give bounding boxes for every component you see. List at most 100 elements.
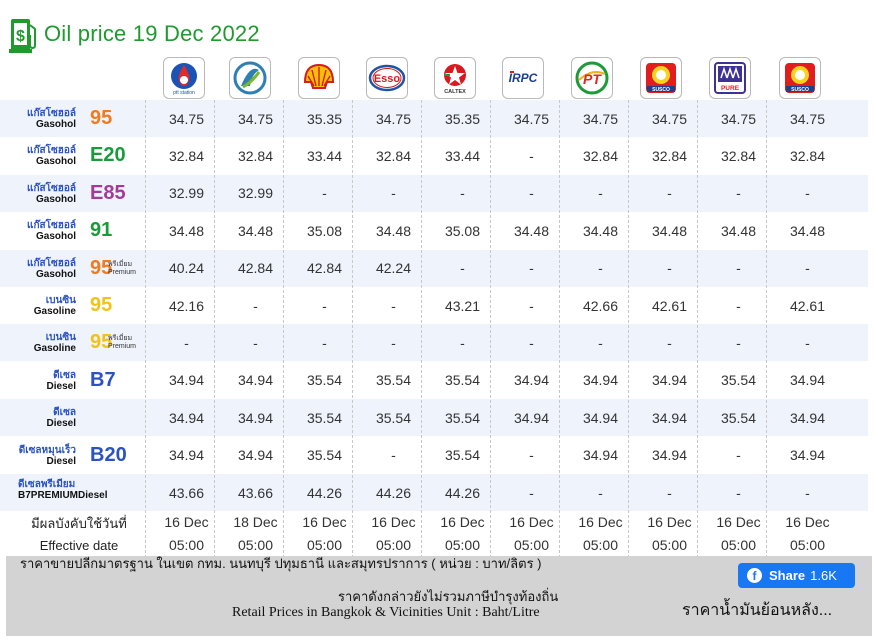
price-cell: - — [391, 447, 396, 464]
price-cell: 34.48 — [237, 222, 274, 239]
price-cell: - — [736, 484, 741, 501]
price-cell: 34.94 — [789, 447, 826, 464]
fuel-label: ดีเซลพรีเมียม B7PREMIUMDiesel — [0, 474, 145, 511]
price-cell: - — [322, 334, 327, 351]
price-cell: 35.54 — [306, 409, 343, 426]
price-cell: - — [667, 260, 672, 277]
price-cell: 34.94 — [168, 447, 205, 464]
effective-date-row: มีผลบังคับใช้วันที่ Effective date 16 De… — [0, 514, 868, 556]
price-cell: - — [460, 185, 465, 202]
fuel-name-th: ดีเซลหมุนเร็ว — [18, 444, 76, 456]
price-cell: 32.84 — [789, 147, 826, 164]
fuel-name-th: เบนซิน — [45, 332, 76, 344]
price-cell: 43.66 — [237, 484, 274, 501]
price-cell: 35.54 — [444, 372, 481, 389]
column-divider — [352, 100, 353, 568]
fuel-code: 95 — [90, 294, 113, 316]
price-cell: 34.48 — [582, 222, 619, 239]
svg-text:SUSCO: SUSCO — [791, 87, 809, 93]
fuel-row: เบนซิน Gasoline 95 42.16 - - - 43.21 - 42.66 42.61… — [0, 287, 868, 324]
price-cell: - — [736, 334, 741, 351]
price-cell: 42.61 — [651, 297, 688, 314]
price-cell: - — [805, 185, 810, 202]
price-cell: 34.94 — [651, 447, 688, 464]
price-cell: 32.84 — [720, 147, 757, 164]
price-cell: 32.84 — [168, 147, 205, 164]
price-cell: - — [391, 297, 396, 314]
price-cell: - — [598, 334, 603, 351]
fuel-code: E85 — [90, 181, 126, 204]
price-cell: - — [322, 297, 327, 314]
fuel-name-en: Diesel — [46, 455, 76, 467]
price-cell: 34.94 — [582, 372, 619, 389]
price-cell: 42.84 — [237, 260, 274, 277]
price-cell: 34.48 — [513, 222, 550, 239]
price-cell: 34.94 — [513, 409, 550, 426]
fuel-label: ดีเซล Diesel — [0, 399, 145, 436]
svg-text:Esso: Esso — [374, 73, 401, 85]
fuel-row: ดีเซล Diesel 34.94 34.94 35.54 35.54 35.54 34.9… — [0, 399, 868, 437]
column-divider — [421, 100, 422, 568]
price-cell: 34.94 — [513, 372, 550, 389]
effective-date-cell: 16 Dec — [509, 514, 554, 530]
fuel-name-en: Gasohol — [35, 231, 76, 243]
price-cell: 32.99 — [168, 185, 205, 202]
pt-logo: PT — [571, 57, 613, 99]
effective-time-cell: 05:00 — [582, 537, 619, 553]
price-cell: 34.75 — [513, 110, 550, 127]
price-cell: - — [322, 185, 327, 202]
price-cell: - — [253, 297, 258, 314]
fuel-name-th: แก๊สโซฮอล์ — [27, 257, 76, 269]
fuel-name-th: ดีเซล — [53, 369, 76, 381]
price-cell: 44.26 — [306, 484, 343, 501]
fuel-label: แก๊สโซฮอล์ Gasohol 95 — [0, 100, 145, 137]
price-cell: 44.26 — [375, 484, 412, 501]
price-cell: - — [598, 185, 603, 202]
fuel-code: 95 — [90, 107, 113, 129]
fuel-label: แก๊สโซฮอล์ Gasohol 91 — [0, 212, 145, 249]
column-divider — [490, 100, 491, 568]
price-cell: - — [667, 334, 672, 351]
share-label: Share — [769, 568, 806, 583]
fuel-name-th: เบนซิน — [45, 295, 76, 306]
svg-text:PURE: PURE — [721, 85, 740, 92]
price-cell: - — [736, 260, 741, 277]
fuel-code: B20 — [90, 443, 127, 466]
price-cell: 35.54 — [306, 372, 343, 389]
premium-tag: พรีเมี่ยม Premium — [108, 260, 137, 276]
share-count: 1.6K — [810, 568, 837, 583]
column-divider — [145, 100, 146, 568]
price-cell: 34.75 — [789, 110, 826, 127]
fuel-name-th: แก๊สโซฮอล์ — [27, 220, 76, 232]
price-cell: 32.84 — [582, 147, 619, 164]
fuel-name-th: ดีเซลพรีเมียม — [18, 479, 76, 490]
fuel-name-en: B7PREMIUMDiesel — [18, 490, 108, 501]
brand-logo-row: ptt station Esso — [0, 56, 868, 100]
column-divider — [559, 100, 560, 568]
fuel-label: แก๊สโซฮอล์ Gasohol E20 — [0, 137, 145, 174]
effective-time-cell: 05:00 — [306, 537, 343, 553]
price-cell: 34.94 — [168, 372, 205, 389]
price-cell: 43.21 — [444, 297, 481, 314]
svg-text:IRPC: IRPC — [509, 71, 538, 85]
effective-time-cell: 05:00 — [513, 537, 550, 553]
column-divider — [283, 100, 284, 568]
susco-logo-2: SUSCO — [779, 57, 821, 99]
price-history-link[interactable]: ราคาน้ำมันย้อนหลัง... — [682, 602, 833, 619]
price-cell: 34.75 — [237, 110, 274, 127]
price-cell: 42.61 — [789, 297, 826, 314]
bangchak-logo — [229, 57, 271, 99]
effective-time-cell: 05:00 — [237, 537, 274, 553]
price-cell: 43.66 — [168, 484, 205, 501]
effective-label-th: มีผลบังคับใช้วันที่ — [31, 516, 127, 531]
susco-logo: SUSCO — [640, 57, 682, 99]
fuel-name-th: แก๊สโซฮอล์ — [27, 145, 76, 157]
price-cell: 34.94 — [789, 372, 826, 389]
fuel-row: ดีเซล Diesel B7 34.94 34.94 35.54 35.54 35.54 34… — [0, 362, 868, 399]
facebook-share-button[interactable]: f Share 1.6K — [738, 563, 855, 588]
price-cell: 32.84 — [651, 147, 688, 164]
fuel-pump-icon: $ — [8, 15, 38, 53]
effective-date-cell: 18 Dec — [233, 514, 278, 530]
fuel-row: แก๊สโซฮอล์ Gasohol 95 34.75 34.75 35.35 34.75 3… — [0, 100, 868, 137]
caltex-logo: CALTEX — [434, 57, 476, 99]
